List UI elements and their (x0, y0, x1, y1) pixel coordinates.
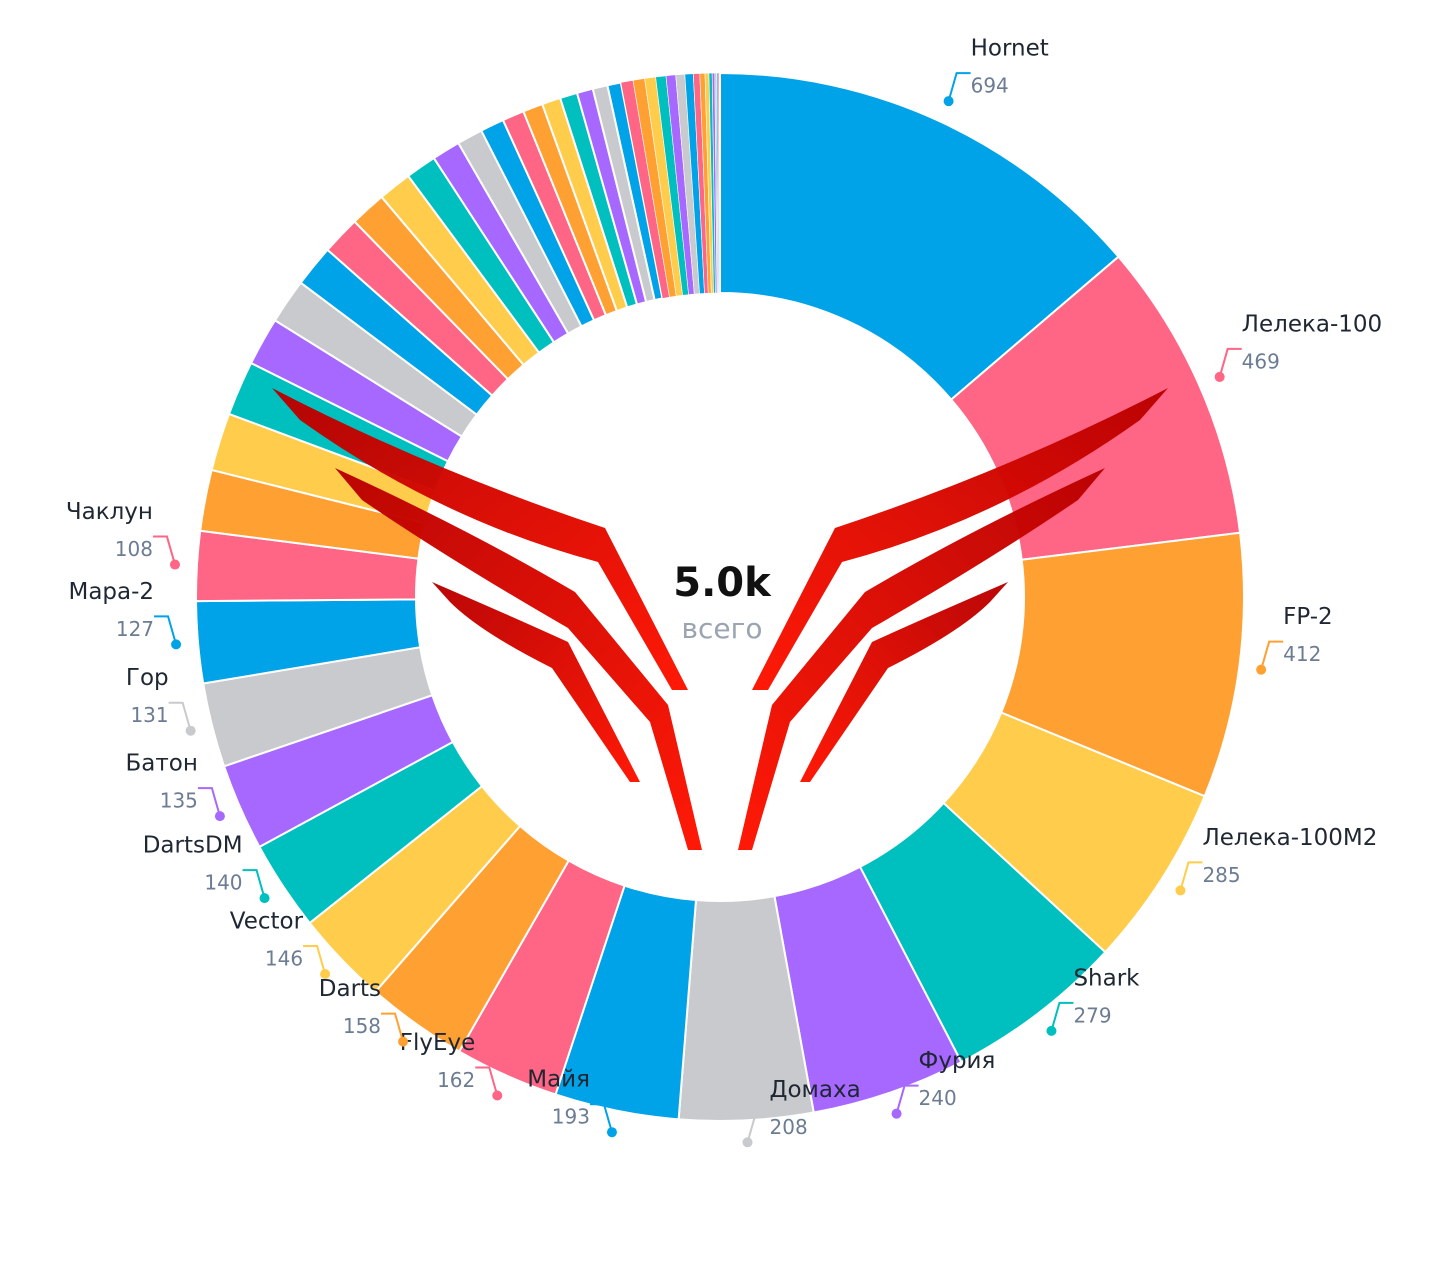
leader-line (154, 615, 178, 645)
slice-name: Лелека-100 (1242, 311, 1382, 337)
leader-line (1260, 640, 1284, 670)
leader-line (1179, 861, 1203, 891)
leader-line (152, 535, 176, 565)
leader-line (475, 1066, 499, 1096)
slice-value: 279 (1073, 1003, 1111, 1027)
slice-value: 208 (770, 1115, 808, 1139)
slice-name: Shark (1073, 965, 1140, 991)
slice-value: 140 (204, 871, 242, 895)
slice-name: Домаха (770, 1077, 861, 1103)
slice-name: FP-2 (1283, 604, 1333, 630)
slice-value: 412 (1283, 642, 1321, 666)
leader-line (303, 945, 327, 975)
leader-line (1218, 347, 1242, 378)
slice-name: DartsDM (143, 833, 243, 859)
leader-line (746, 1113, 770, 1143)
slice-value: 240 (919, 1086, 957, 1110)
slice-value: 135 (160, 789, 198, 813)
leader-line (168, 701, 192, 731)
slice-name: Мара-2 (68, 579, 154, 605)
slice (719, 72, 721, 294)
slice-value: 108 (115, 537, 153, 561)
slice-name: Майя (527, 1067, 590, 1093)
leader-line (895, 1084, 919, 1114)
leader-line (1050, 1001, 1074, 1032)
slice-name: Гор (126, 665, 169, 691)
slice-name: Фурия (919, 1048, 996, 1074)
slice-value: 285 (1202, 863, 1240, 887)
slice-name: Чаклун (66, 499, 153, 525)
slice-name: Hornet (971, 36, 1049, 62)
leader-line (381, 1012, 405, 1042)
slice-value: 694 (971, 74, 1009, 98)
slice-value: 158 (343, 1014, 381, 1038)
slice-value: 162 (437, 1068, 475, 1092)
leader-line (589, 1103, 613, 1133)
slice (719, 71, 1120, 401)
slice-name: Батон (126, 751, 198, 777)
leader-line (197, 787, 221, 817)
labels: Hornet 694 Лелека-100 469 FP-2 412 Лелека-100M… (66, 36, 1382, 1148)
leader-line (242, 869, 266, 899)
slice-name: FlyEye (400, 1030, 476, 1056)
slice-value: 146 (265, 947, 303, 971)
slice-name: Vector (230, 909, 304, 935)
leader-line (947, 72, 971, 102)
center-label: всего (682, 612, 763, 645)
slice-name: Лелека-100M2 (1202, 825, 1377, 851)
logo (272, 388, 1168, 850)
slice-value: 127 (116, 617, 154, 641)
slice-value: 131 (130, 703, 168, 727)
slice-value: 469 (1242, 349, 1280, 373)
slice-name: Darts (319, 976, 381, 1002)
center-value: 5.0k (673, 560, 772, 606)
slice-value: 193 (552, 1105, 590, 1129)
